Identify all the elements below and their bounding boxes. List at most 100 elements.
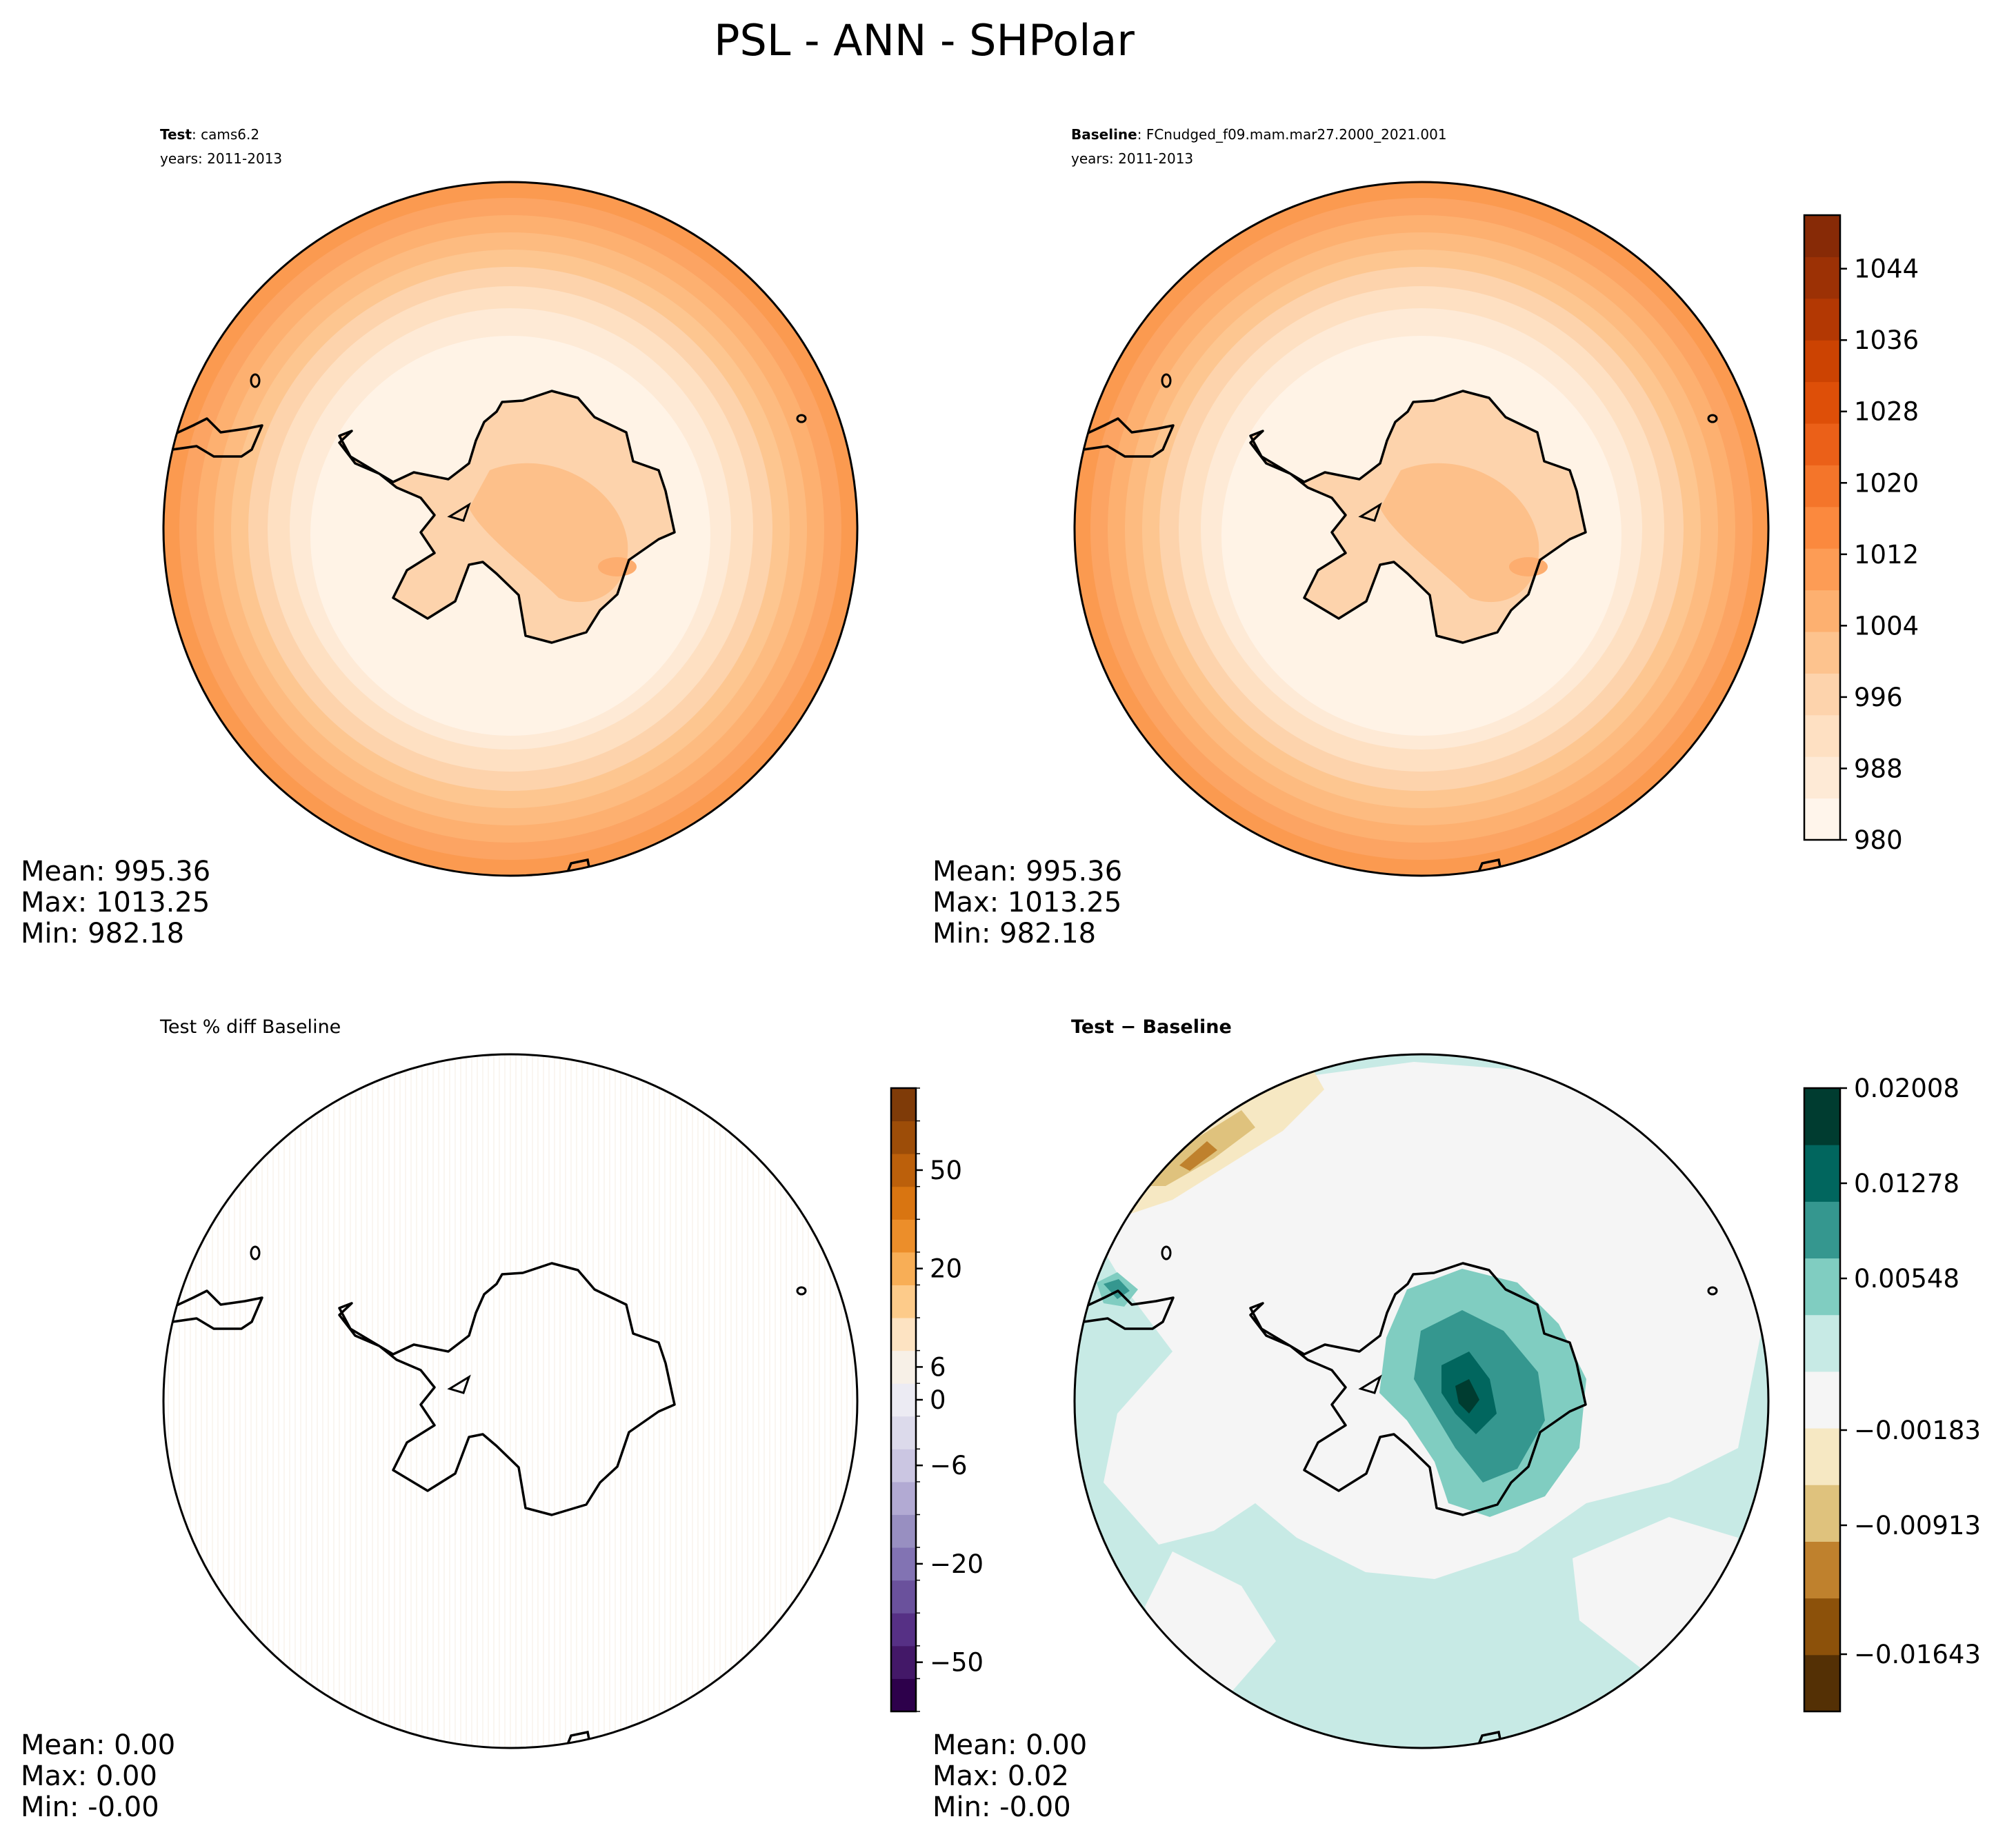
island-outline (447, 502, 471, 522)
diff-region-negative-3 (1179, 1141, 1217, 1171)
colorbar-level (891, 1580, 916, 1614)
map-boundary-baseline (1073, 181, 1770, 877)
colorbar-level (891, 1186, 916, 1220)
colorbar-level (1804, 1088, 1840, 1145)
colorbar-level (891, 1547, 916, 1581)
colorbar-diff: 0.02008 0.01278 0.00548 −0.00183 −0.00913 −0.… (1803, 1074, 1981, 1713)
colorbar-tick-label: 1044 (1854, 254, 1919, 284)
colorbar-level (1804, 1145, 1840, 1202)
colorbar-level (1804, 632, 1840, 674)
colorbar-tick-label: 0.01278 (1854, 1169, 1959, 1198)
colorbar-tick-label: −20 (930, 1549, 984, 1579)
island-outline (1707, 1286, 1718, 1296)
colorbar-level (1804, 381, 1840, 424)
continent-pressure-band (1380, 463, 1539, 603)
colorbar-level (1804, 1371, 1840, 1429)
colorbar-level (1804, 590, 1840, 632)
continent-pressure-band (598, 557, 637, 576)
colorbar-level (1804, 798, 1840, 841)
stat-max-baseline: Max: 1013.25 (932, 887, 1121, 918)
colorbar-tick-label: −0.00183 (1854, 1416, 1981, 1445)
colorbar-level (1804, 215, 1840, 257)
stat-max-diff: Max: 0.02 (932, 1760, 1069, 1792)
antarctica-coastline-pctdiff (163, 1245, 807, 1748)
colorbar-tick-label: −6 (930, 1451, 968, 1480)
map-boundary-pctdiff (162, 1053, 859, 1749)
stat-min-pctdiff: Min: -0.00 (21, 1791, 159, 1823)
colorbar-tick-label: 1028 (1854, 397, 1919, 427)
island-outline (1358, 1374, 1382, 1394)
colorbar-tick-label: 0.00548 (1854, 1264, 1959, 1294)
panel-test-years: years: 2011-2013 (160, 150, 282, 167)
panel-baseline-title-rest: : FCnudged_f09.mam.mar27.2000_2021.001 (1137, 126, 1447, 143)
island-outline (250, 373, 261, 388)
map-boundary-test (162, 181, 859, 877)
stat-min-diff: Min: -0.00 (932, 1791, 1071, 1823)
panel-test-title-bold: Test (160, 126, 192, 143)
colorbar-level (1804, 1258, 1840, 1316)
island-outline (796, 414, 807, 423)
island-outline (1358, 502, 1382, 522)
diff-region-positive-4 (1455, 1379, 1479, 1414)
panel-baseline-title: Baseline: FCnudged_f09.mam.mar27.2000_20… (1071, 126, 1447, 143)
colorbar-level (891, 1154, 916, 1187)
pressure-rings-baseline (1075, 182, 1768, 876)
figure-title: PSL - ANN - SHPolar (714, 15, 1135, 66)
antarctica-outline (1249, 390, 1587, 644)
stat-min-baseline: Min: 982.18 (932, 918, 1096, 949)
colorbar-tick-label: 1036 (1854, 325, 1919, 355)
colorbar-level (891, 1383, 916, 1417)
panel-pctdiff-title: Test % diff Baseline (159, 1016, 341, 1038)
colorbar-level (1804, 714, 1840, 757)
colorbar-level (1804, 298, 1840, 341)
map-pctdiff (163, 1054, 857, 1748)
south-america-tip-outline (1075, 417, 1175, 458)
colorbar-tick-label: 0 (930, 1385, 946, 1415)
colorbar-tick-label: 1020 (1854, 468, 1919, 498)
antarctica-outline (338, 1262, 676, 1516)
stat-mean-diff: Mean: 0.00 (932, 1729, 1087, 1761)
panel-baseline-years: years: 2011-2013 (1071, 150, 1193, 167)
panel-baseline-title-bold: Baseline (1071, 126, 1137, 143)
panel-test-title-rest: : cams6.2 (192, 126, 259, 143)
south-america-tip-outline (163, 417, 263, 458)
colorbar-tick-label: 988 (1854, 754, 1903, 783)
colorbar-pctdiff: 50 20 60 −6 −20 −50 (890, 1087, 984, 1713)
colorbar-level (1804, 257, 1840, 299)
island-outline (796, 1286, 807, 1296)
map-diff (1075, 1054, 1768, 1748)
map-test (163, 182, 857, 876)
colorbar-level (1804, 1201, 1840, 1259)
colorbar-tick-label: −0.00913 (1854, 1511, 1981, 1540)
colorbar-level (891, 1318, 916, 1351)
island-outline (1707, 414, 1718, 423)
panel-diff-title: Test − Baseline (1071, 1016, 1232, 1038)
stat-mean-test: Mean: 995.36 (21, 856, 210, 887)
panel-pctdiff: Test % diff Baseline Mean: 0.00 Max: 0.0… (21, 1016, 984, 1823)
island-outline (1161, 373, 1172, 388)
colorbar-tick-label: 20 (930, 1254, 962, 1284)
colorbar-level (891, 1088, 916, 1122)
panel-baseline: Baseline: FCnudged_f09.mam.mar27.2000_20… (932, 126, 1919, 949)
stat-min-test: Min: 982.18 (21, 918, 184, 949)
colorbar-tick-label: 980 (1854, 825, 1903, 855)
colorbar-tick-label: 1004 (1854, 611, 1919, 641)
colorbar-level (1804, 756, 1840, 799)
colorbar-level (891, 1481, 916, 1516)
island-outline (1161, 1245, 1172, 1260)
panel-test: Test: cams6.2 years: 2011-2013 Mean: 995… (21, 126, 859, 949)
continent-pressure-band (469, 463, 628, 603)
map-boundary-diff (1073, 1053, 1770, 1749)
stat-max-test: Max: 1013.25 (21, 887, 210, 918)
colorbar-level (891, 1121, 916, 1154)
diff-region-positive-6 (1104, 1279, 1130, 1299)
colorbar-level (891, 1514, 916, 1548)
colorbar-level (1804, 1485, 1840, 1542)
colorbar-level (1804, 673, 1840, 716)
colorbar-tick-label: 0.02008 (1854, 1074, 1959, 1103)
continent-pressure-band (1509, 557, 1548, 576)
colorbar-level (1804, 1654, 1840, 1712)
colorbar-level (891, 1613, 916, 1647)
colorbar-level (1804, 423, 1840, 465)
colorbar-level (891, 1252, 916, 1285)
